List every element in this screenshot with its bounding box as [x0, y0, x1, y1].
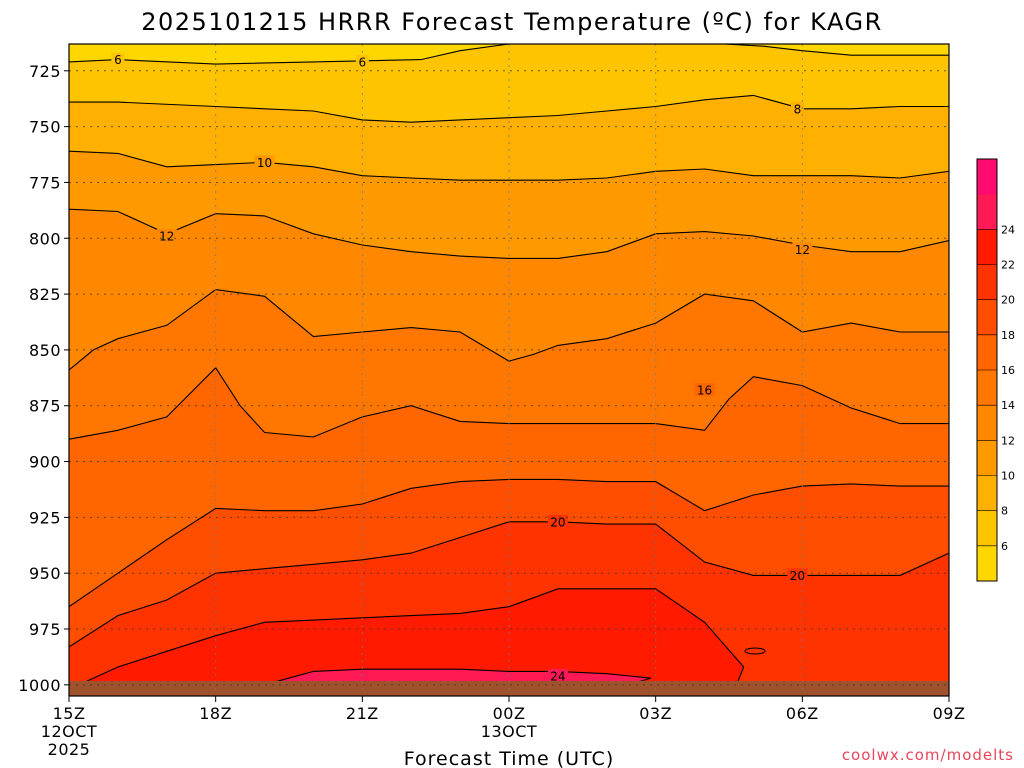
isotherm-24-small-loop: [744, 647, 766, 655]
isotherm-label: 6: [114, 53, 122, 67]
x-date-label: 13OCT: [481, 722, 537, 741]
isotherm-label-bg: [111, 52, 125, 66]
temperature-bands: [69, 44, 949, 696]
isotherm-label-bg: [790, 101, 804, 115]
x-date-label: 2025: [48, 740, 91, 759]
x-tick-label: 15Z: [53, 704, 86, 723]
y-tick-label: 750: [29, 118, 61, 137]
y-tick-label: 925: [29, 508, 61, 527]
colorbar-tick-label: 12: [1001, 434, 1015, 447]
colorbar-swatch-4: [977, 545, 997, 582]
y-tick-label: 825: [29, 285, 61, 304]
colorbar-swatch-24: [977, 194, 997, 230]
y-tick-label: 725: [29, 62, 61, 81]
y-tick-label: 975: [29, 620, 61, 639]
colorbar-swatch-22: [977, 229, 997, 265]
x-tick-label: 00Z: [493, 704, 526, 723]
isotherm-label-bg: [694, 383, 715, 397]
x-axis-label: Forecast Time (UTC): [404, 748, 614, 768]
colorbar-swatch-18: [977, 299, 997, 336]
band-above-22: [69, 588, 744, 696]
colorbar-tick-label: 18: [1001, 329, 1015, 342]
isotherm-8: [69, 94, 949, 123]
x-date-label: 12OCT: [41, 722, 97, 741]
colorbar-swatch-14: [977, 370, 997, 406]
x-tick-label: 06Z: [786, 704, 819, 723]
source-credit: coolwx.com/modelts: [842, 746, 1014, 764]
isotherm-label-bg: [787, 568, 808, 582]
isotherm-label-bg: [547, 668, 568, 682]
isotherm-label: 6: [359, 55, 367, 69]
x-tick-label: 21Z: [346, 704, 379, 723]
colorbar-tick-label: 24: [1001, 223, 1015, 236]
y-tick-label: 800: [29, 229, 61, 248]
isotherm-label-bg: [355, 54, 369, 68]
isotherm-label: 24: [550, 669, 565, 683]
colorbar-tick-label: 10: [1001, 470, 1015, 483]
y-axis: 725 750 775 800 825 850 875 900 925 950 975 1000: [18, 62, 69, 695]
colorbar-tick-label: 22: [1001, 259, 1015, 272]
x-tick-label: 18Z: [199, 704, 232, 723]
isotherm-label: 12: [795, 243, 810, 257]
x-tick-label: 09Z: [933, 704, 966, 723]
colorbar-swatch-10: [977, 440, 997, 476]
colorbar-tick-label: 14: [1001, 399, 1015, 412]
isotherm-labels: 6 6 8 10 12 12 16 20 20 24: [111, 52, 813, 683]
colorbar-tick-label: 16: [1001, 364, 1015, 377]
isotherm-label: 20: [550, 515, 565, 529]
colorbar-swatch-20: [977, 264, 997, 301]
isotherm-6: [69, 44, 949, 65]
colorbar-swatch-26: [977, 159, 997, 195]
isotherm-label: 12: [159, 230, 174, 244]
chart-title: 2025101215 HRRR Forecast Temperature (ºC…: [141, 8, 883, 36]
y-tick-label: 875: [29, 397, 61, 416]
isotherm-label: 16: [697, 384, 712, 398]
y-tick-label: 900: [29, 453, 61, 472]
colorbar-swatch-16: [977, 334, 997, 371]
isotherm-label-bg: [156, 229, 177, 243]
isotherm-label-bg: [547, 514, 568, 528]
colorbar-swatch-6: [977, 510, 997, 547]
isotherm-14: [69, 289, 949, 371]
y-tick-label: 775: [29, 173, 61, 192]
y-tick-label: 1000: [18, 676, 61, 695]
isotherm-label-bg: [254, 155, 275, 169]
colorbar-tick-label: 6: [1001, 540, 1008, 553]
y-tick-label: 950: [29, 564, 61, 583]
colorbar-swatch-8: [977, 475, 997, 512]
isotherm-label: 10: [257, 156, 272, 170]
plot-area: 6 6 8 10 12 12 16 20 20 24: [69, 44, 949, 696]
x-tick-label: 03Z: [639, 704, 672, 723]
colorbar-tick-label: 20: [1001, 294, 1015, 307]
isotherm-label: 8: [794, 102, 802, 116]
colorbar-tick-label: 8: [1001, 505, 1008, 518]
isotherm-label: 20: [790, 569, 805, 583]
colorbar-swatch-12: [977, 405, 997, 441]
y-tick-label: 850: [29, 341, 61, 360]
colorbar-legend: 6 8 10 12 14 16 18 20 22 24: [976, 158, 1015, 582]
